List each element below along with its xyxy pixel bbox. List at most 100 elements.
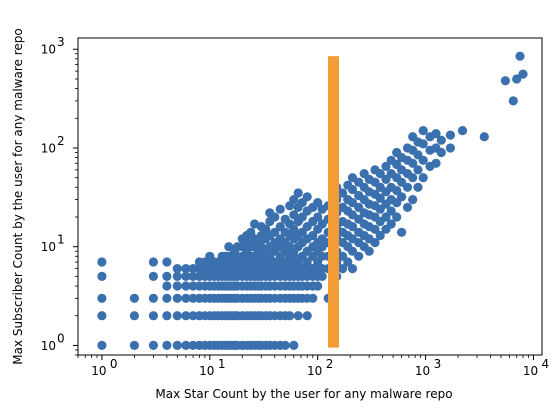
data-point (162, 293, 172, 303)
data-point (188, 271, 198, 281)
y-tick-label: 10 (41, 240, 56, 254)
data-point (418, 126, 428, 136)
x-axis-ticks: 10 0 10 1 10 2 10 3 10 4 (77, 355, 549, 378)
data-point (512, 74, 522, 84)
data-point (343, 257, 353, 267)
data-point (413, 182, 423, 192)
data-point (172, 271, 182, 281)
data-point (162, 340, 172, 350)
data-point (347, 222, 358, 232)
data-point (515, 51, 525, 61)
x-tick-exponent: 2 (326, 357, 334, 371)
data-point (508, 96, 518, 106)
data-point (270, 227, 280, 237)
data-point (97, 257, 107, 267)
data-point (313, 212, 323, 222)
points-layer (97, 51, 528, 350)
data-point (181, 281, 191, 291)
data-point (479, 132, 489, 142)
data-point (181, 340, 191, 350)
data-point (148, 293, 158, 303)
data-point (162, 257, 172, 267)
data-point (302, 192, 312, 202)
data-point (172, 340, 182, 350)
y-tick-label: 10 (41, 339, 56, 353)
data-point (392, 186, 402, 196)
data-point (97, 340, 107, 350)
data-point (172, 311, 182, 321)
data-point (181, 264, 191, 274)
data-point (518, 69, 528, 79)
highlight-bar (328, 56, 339, 348)
data-point (148, 257, 158, 267)
data-point (457, 126, 468, 136)
data-point (418, 139, 428, 149)
data-point (289, 340, 299, 350)
y-tick-exponent: 3 (57, 35, 65, 49)
x-tick-exponent: 4 (541, 357, 549, 371)
data-point (364, 246, 374, 256)
x-tick-label: 10 (199, 364, 214, 378)
data-point (172, 281, 182, 291)
data-point (375, 193, 385, 203)
data-point (293, 311, 303, 321)
data-point (289, 195, 299, 205)
data-point (188, 340, 198, 350)
x-axis-label: Max Star Count by the user for any malwa… (155, 387, 452, 401)
data-point (97, 311, 107, 321)
data-point (308, 293, 318, 303)
data-point (129, 311, 139, 321)
data-point (431, 158, 441, 168)
data-point (188, 264, 198, 274)
data-point (129, 293, 139, 303)
data-point (392, 212, 402, 222)
y-axis-label: Max Subscriber Count by the user for any… (11, 28, 25, 364)
data-point (302, 257, 312, 267)
data-point (381, 212, 391, 222)
data-point (436, 135, 446, 145)
annotation-layer (328, 56, 339, 348)
data-point (285, 311, 295, 321)
y-tick-label: 10 (41, 141, 56, 155)
data-point (270, 212, 280, 222)
data-point (436, 147, 446, 158)
data-point (313, 198, 323, 208)
data-point (418, 173, 428, 183)
data-point (188, 281, 198, 291)
data-point (370, 238, 380, 248)
x-tick-exponent: 3 (434, 357, 442, 371)
data-point (347, 246, 358, 256)
data-point (347, 184, 358, 195)
data-point (408, 158, 418, 168)
data-point (397, 227, 407, 237)
data-point (375, 169, 385, 179)
y-tick-exponent: 2 (57, 134, 65, 148)
y-tick-label: 10 (41, 43, 56, 57)
data-point (402, 202, 413, 212)
data-point (129, 340, 139, 350)
data-point (181, 311, 191, 321)
x-tick-exponent: 0 (110, 357, 118, 371)
data-point (181, 271, 191, 281)
data-point (313, 281, 323, 291)
data-point (500, 76, 510, 86)
data-point (413, 165, 423, 175)
data-point (338, 264, 348, 274)
data-point (386, 206, 396, 216)
data-point (445, 130, 455, 140)
data-point (375, 230, 385, 241)
data-point (347, 198, 358, 208)
data-point (275, 204, 285, 214)
y-tick-exponent: 1 (57, 233, 65, 247)
data-point (148, 271, 158, 281)
data-point (347, 264, 358, 274)
data-point (162, 281, 172, 291)
data-point (162, 271, 172, 281)
data-point (431, 129, 441, 139)
data-point (445, 143, 455, 153)
x-tick-label: 10 (415, 364, 430, 378)
data-point (308, 230, 318, 241)
data-point (289, 210, 299, 220)
data-point (370, 224, 380, 234)
